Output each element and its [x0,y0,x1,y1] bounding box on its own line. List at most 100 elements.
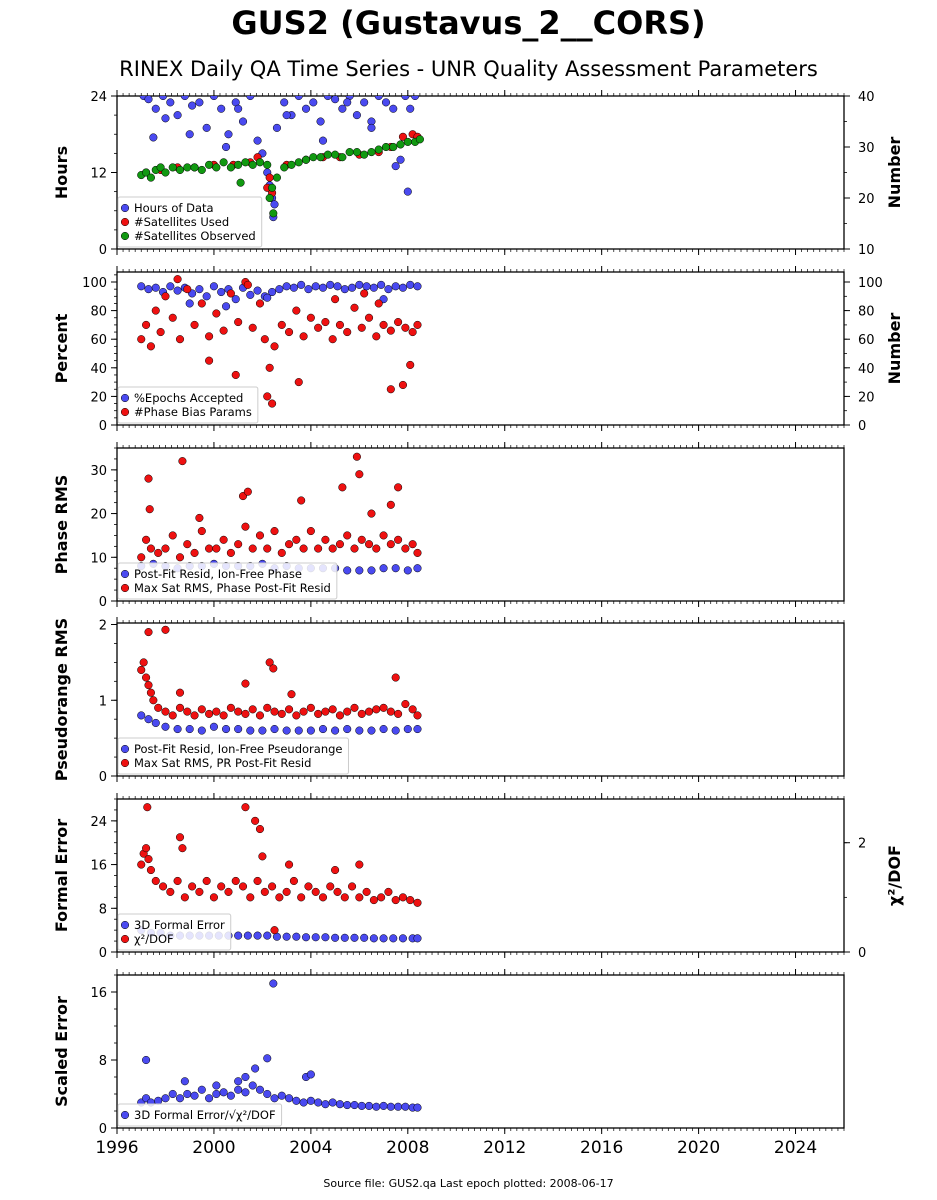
legend-label: Max Sat RMS, PR Post-Fit Resid [134,756,311,770]
data-point [241,158,250,167]
data-point [241,1088,250,1097]
data-point [137,553,146,562]
data-point [289,876,298,886]
data-point [340,285,349,294]
data-point [306,527,315,536]
data-point [343,724,352,734]
data-point [352,148,361,157]
data-point [183,540,192,549]
data-point [248,323,257,332]
data-point [323,96,332,101]
data-point [306,1070,315,1079]
x-tick-label: 2004 [289,1138,332,1158]
data-point [323,150,332,159]
data-point [190,548,199,557]
data-point [142,168,151,177]
data-point [146,865,155,875]
data-point [389,142,398,152]
y-tick-label: 16 [90,859,107,874]
data-point [246,290,255,299]
data-point [205,332,214,341]
data-point [335,320,344,329]
data-point [158,96,168,101]
data-point [269,664,278,673]
data-point [146,173,155,182]
data-point [350,544,359,553]
points-layer [137,275,422,408]
data-point [357,535,366,544]
x-tick-label: 2008 [386,1138,429,1158]
data-point [238,882,248,891]
data-point [272,173,281,182]
data-point [137,665,146,675]
data-point [151,306,160,315]
data-point [231,370,240,380]
data-point [335,1100,344,1109]
data-point [321,317,330,327]
data-point [374,145,383,154]
data-point [318,893,328,902]
y-tick-label: 1 [99,694,107,709]
legend-box [117,196,263,248]
data-point [331,150,340,159]
data-point [398,380,408,390]
data-point [355,566,364,575]
data-point [403,187,412,196]
data-point [331,726,340,735]
data-point [180,96,189,101]
data-point [143,803,152,812]
data-point [316,153,325,162]
data-point [144,715,153,724]
points-layer [137,979,422,1112]
data-point [263,1089,272,1099]
data-point [234,540,243,549]
data-point [255,531,265,540]
data-point [144,855,153,864]
legend-marker [120,407,130,417]
y-tick-label: 10 [90,551,107,566]
data-point [253,136,262,145]
data-point [185,724,194,734]
data-point [292,1096,301,1105]
data-point [205,1094,214,1103]
data-point [234,160,243,169]
y2-tick-label: 60 [858,333,875,348]
data-point [318,724,328,734]
data-point [277,320,286,329]
data-point [311,933,320,942]
data-point [270,724,279,734]
data-point [234,317,243,327]
data-point [391,896,400,905]
data-point [260,335,269,344]
data-point [328,544,337,553]
data-point [394,535,403,544]
data-point [161,722,170,731]
data-point [243,931,252,940]
data-point [183,163,192,172]
data-point [173,286,182,295]
data-point [246,893,255,902]
data-point [355,280,364,289]
data-point [367,148,376,157]
y-tick-label: 24 [90,815,107,830]
data-point [369,283,378,292]
data-point [379,724,388,734]
data-point [287,160,296,169]
data-point [333,282,342,291]
y-tick-label: 40 [90,362,107,377]
legend-box [117,386,259,424]
data-point [190,163,199,172]
data-point [251,1064,260,1073]
data-point [142,673,151,682]
data-point [348,283,357,292]
data-point [173,876,182,886]
data-point [241,1072,250,1082]
data-point [195,887,204,896]
data-point [253,286,262,295]
data-point [364,313,374,322]
data-point [251,816,260,825]
data-point [321,1100,330,1109]
data-point [343,566,352,575]
data-point [142,535,151,544]
